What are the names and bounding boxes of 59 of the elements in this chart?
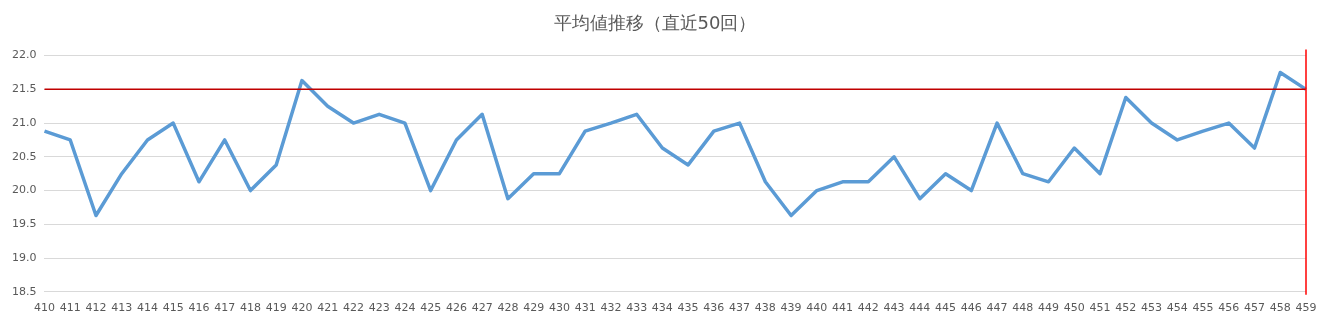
x-tick-label: 427 — [471, 301, 493, 315]
x-tick-label: 439 — [780, 301, 802, 315]
x-tick-label: 449 — [1038, 301, 1060, 315]
x-tick-label: 424 — [394, 301, 416, 315]
x-tick-label: 419 — [265, 301, 287, 315]
x-tick-label: 410 — [33, 301, 55, 315]
x-tick-label: 430 — [548, 301, 570, 315]
x-tick-label: 443 — [883, 301, 905, 315]
x-tick-label: 445 — [935, 301, 957, 315]
x-tick-label: 420 — [291, 301, 313, 315]
y-tick-label: 19.5 — [11, 217, 37, 231]
y-tick-label: 18.5 — [11, 284, 37, 298]
x-tick-label: 425 — [420, 301, 442, 315]
x-tick-label: 446 — [960, 301, 982, 315]
x-tick-label: 450 — [1063, 301, 1085, 315]
x-tick-label: 436 — [703, 301, 725, 315]
x-tick-label: 453 — [1141, 301, 1163, 315]
x-tick-label: 416 — [188, 301, 210, 315]
x-tick-label: 458 — [1269, 301, 1291, 315]
x-tick-label: 428 — [497, 301, 519, 315]
x-tick-label: 454 — [1166, 301, 1188, 315]
y-tick-label: 21.0 — [11, 115, 37, 129]
y-tick-label: 20.5 — [11, 149, 37, 163]
x-tick-label: 422 — [342, 301, 364, 315]
x-tick-label: 441 — [832, 301, 854, 315]
x-tick-label: 437 — [729, 301, 751, 315]
y-tick-label: 20.0 — [11, 183, 37, 197]
x-tick-label: 429 — [523, 301, 545, 315]
chart-title: 平均値推移（直近50回） — [553, 12, 757, 34]
x-tick-label: 442 — [857, 301, 879, 315]
x-tick-label: 456 — [1218, 301, 1240, 315]
x-tick-label: 423 — [368, 301, 390, 315]
x-tick-label: 417 — [214, 301, 236, 315]
x-tick-label: 421 — [317, 301, 339, 315]
x-tick-label: 431 — [574, 301, 596, 315]
x-tick-label: 451 — [1089, 301, 1111, 315]
x-tick-label: 433 — [626, 301, 648, 315]
x-tick-label: 434 — [651, 301, 673, 315]
x-tick-label: 411 — [59, 301, 81, 315]
x-tick-label: 415 — [162, 301, 184, 315]
x-tick-label: 459 — [1295, 301, 1317, 315]
x-tick-label: 457 — [1244, 301, 1266, 315]
x-tick-label: 432 — [600, 301, 622, 315]
x-tick-label: 435 — [677, 301, 699, 315]
x-tick-label: 412 — [85, 301, 107, 315]
x-tick-label: 438 — [754, 301, 776, 315]
x-tick-label: 418 — [239, 301, 261, 315]
x-tick-label: 444 — [909, 301, 931, 315]
x-tick-label: 447 — [986, 301, 1008, 315]
x-tick-label: 440 — [806, 301, 828, 315]
y-tick-label: 19.0 — [11, 250, 37, 264]
x-tick-label: 426 — [445, 301, 467, 315]
y-tick-label: 21.5 — [11, 82, 37, 96]
x-tick-label: 452 — [1115, 301, 1137, 315]
x-tick-label: 413 — [111, 301, 133, 315]
x-tick-label: 448 — [1012, 301, 1034, 315]
x-tick-label: 455 — [1192, 301, 1214, 315]
y-tick-label: 22.0 — [11, 48, 37, 62]
x-tick-label: 414 — [136, 301, 158, 315]
